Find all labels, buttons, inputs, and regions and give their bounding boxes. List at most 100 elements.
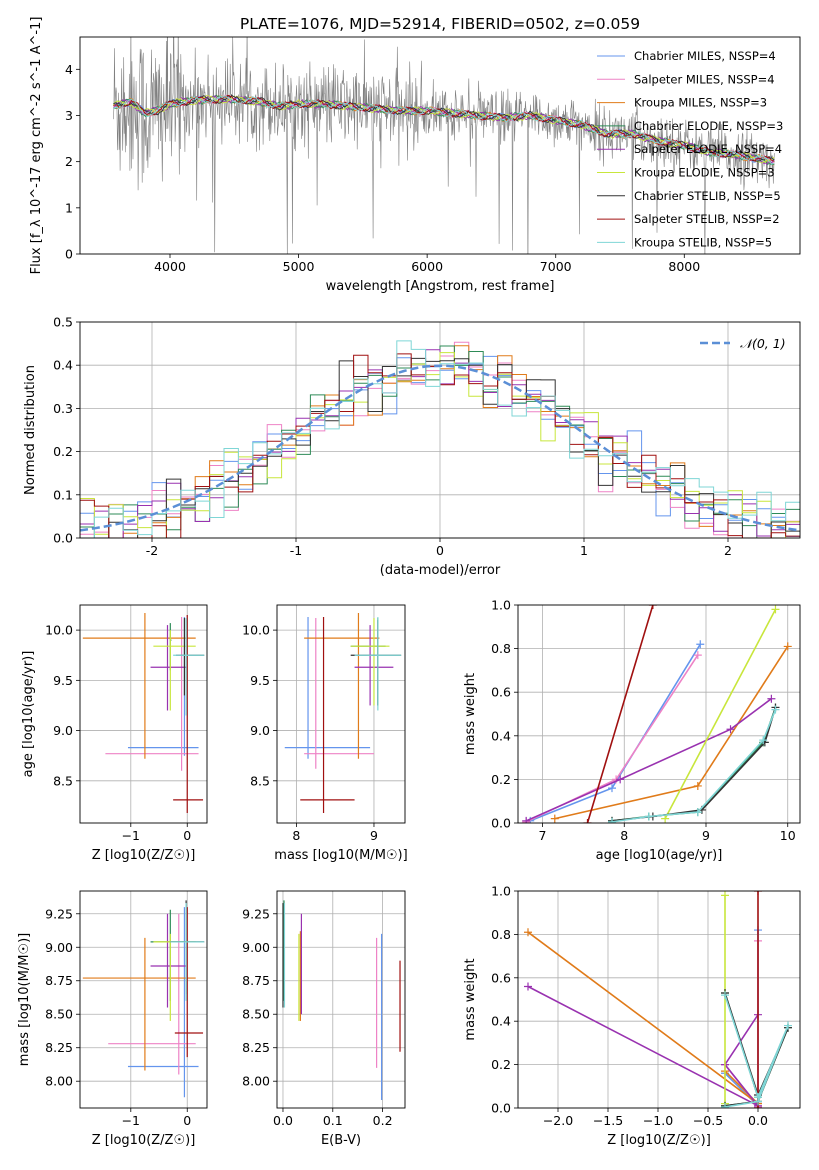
axes-frame — [79, 36, 801, 255]
y-tick-label: 9.0 — [250, 723, 270, 738]
plot-area — [284, 613, 402, 813]
age-vs-metallicity-axes: −1 0 8.5 9.0 9.5 10.0 Z [log10(Z/Z☉)] age [log1… — [21, 604, 208, 863]
x-tick-label: 4000 — [154, 259, 186, 274]
x-tick-label: 6000 — [411, 259, 443, 274]
massweight-marker-0 — [608, 784, 616, 793]
observed-spectrum-line — [113, 37, 775, 254]
y-tick-label: 0.6 — [491, 970, 511, 985]
x-tick-label: 0 — [183, 828, 191, 843]
legend-label: Kroupa STELIB, NSSP=5 — [634, 235, 772, 249]
massweight-marker-5 — [721, 891, 729, 900]
y-axis-label: mass [log10(M/M☉)] — [17, 933, 32, 1066]
y-tick-label: 0.0 — [491, 816, 511, 831]
massweight-marker-7 — [583, 819, 592, 823]
x-tick-label: 8 — [620, 828, 628, 843]
plot-area — [112, 37, 775, 254]
x-axis-label: (data-model)/error — [380, 563, 501, 578]
model-fit-line-4 — [113, 94, 775, 165]
normal-reference-curve — [80, 364, 800, 532]
y-axis-label: mass weight — [463, 673, 478, 755]
x-tick-label: 5000 — [283, 259, 315, 274]
x-tick-label: −1.0 — [643, 1113, 673, 1128]
massweight-line-1 — [525, 654, 699, 823]
y-tick-label: 8.25 — [242, 1040, 270, 1055]
model-fit-line-5 — [112, 95, 775, 164]
massweight-marker-8 — [693, 808, 702, 817]
plot-area — [522, 605, 792, 823]
massweight-vs-age-axes: 7 8 9 10 0.0 0.2 0.4 0.6 0.8 1.0 age [log10(age/yr… — [463, 598, 801, 863]
y-tick-label: 1.0 — [491, 598, 511, 613]
y-tick-label: 0.5 — [53, 315, 73, 330]
massweight-marker-2 — [524, 928, 532, 937]
y-tick-label: 9.5 — [53, 673, 73, 688]
model-fit-line-8 — [113, 95, 775, 166]
axes-frame — [79, 321, 801, 539]
legend-label: Salpeter STELIB, NSSP=2 — [634, 212, 780, 226]
x-axis-label: wavelength [Angstrom, rest frame] — [326, 279, 555, 294]
age-vs-mass-axes: 8 9 8.5 9.0 9.5 10.0 mass [log10(M/M☉)] — [242, 604, 408, 863]
x-tick-label: 2 — [724, 543, 732, 558]
histogram-series-2 — [80, 345, 800, 538]
y-tick-label: 0.4 — [491, 728, 511, 743]
massweight-marker-5 — [661, 814, 670, 823]
legend-label: Chabrier ELODIE, NSSP=3 — [634, 119, 783, 133]
y-axis-label: Flux [f_λ 10^-17 erg cm^-2 s^-1 A^-1] — [29, 17, 44, 275]
y-tick-label: 1.0 — [491, 884, 511, 899]
residuals-axes: -2 -1 0 1 2 0.0 0.1 0.2 0.3 0.4 0.5 (data-model)/er… — [23, 315, 801, 578]
y-tick-label: 0.4 — [491, 1014, 511, 1029]
massweight-marker-2 — [550, 814, 559, 823]
y-tick-label: 8.00 — [242, 1074, 270, 1089]
x-tick-label: −1.5 — [593, 1113, 623, 1128]
y-tick-label: 9.5 — [250, 673, 270, 688]
y-tick-label: 8.50 — [242, 1007, 270, 1022]
x-tick-label: 9 — [702, 828, 710, 843]
y-tick-label: 0.2 — [53, 444, 73, 459]
massweight-marker-4 — [767, 694, 776, 703]
x-axis-label: E(B-V) — [321, 1133, 361, 1148]
x-tick-label: -2 — [146, 543, 158, 558]
x-tick-label: 0 — [183, 1113, 191, 1128]
axes-frame — [276, 604, 406, 824]
y-axis-label: Normed distribution — [23, 365, 38, 495]
axes-frame — [276, 890, 406, 1109]
x-tick-label: 7000 — [540, 259, 572, 274]
massweight-line-4 — [527, 985, 759, 1107]
x-tick-label: 0.1 — [323, 1113, 343, 1128]
mass-vs-metallicity-axes: −1 0 8.00 8.25 8.50 8.75 9.00 9.25 Z [log10(Z/Z☉… — [17, 890, 208, 1148]
massweight-marker-7 — [648, 605, 657, 609]
y-tick-label: 8.50 — [45, 1007, 73, 1022]
massweight-line-5 — [664, 609, 777, 819]
x-axis-label: Z [log10(Z/Z☉)] — [92, 848, 196, 863]
y-tick-label: 0.1 — [53, 487, 73, 502]
massweight-marker-8 — [608, 817, 616, 823]
massweight-marker-4 — [726, 725, 735, 734]
legend-label: 𝒩(0, 1) — [740, 336, 786, 351]
x-tick-label: 0.0 — [748, 1113, 768, 1128]
massweight-marker-2 — [693, 781, 702, 790]
y-tick-label: 9.00 — [242, 940, 270, 955]
massweight-marker-1 — [693, 651, 702, 660]
y-tick-label: 10.0 — [45, 623, 73, 638]
x-tick-label: 1 — [580, 543, 588, 558]
mass-vs-ebv-axes: 0.0 0.1 0.2 8.00 8.25 8.50 8.75 9.00 9.25 E(B-V) — [242, 890, 406, 1148]
massweight-marker-8 — [721, 1102, 729, 1108]
y-axis-label: mass weight — [463, 958, 478, 1040]
massweight-marker-4 — [524, 982, 532, 991]
y-tick-label: 9.25 — [45, 906, 73, 921]
legend-label: Kroupa ELODIE, NSSP=3 — [634, 166, 775, 180]
x-tick-label: 8000 — [668, 259, 700, 274]
x-tick-label: -1 — [290, 543, 302, 558]
x-tick-label: −2.0 — [543, 1113, 573, 1128]
plot-area — [82, 900, 205, 1098]
x-tick-label: −0.5 — [693, 1113, 723, 1128]
legend-label: Salpeter ELODIE, NSSP=4 — [634, 142, 782, 156]
x-tick-label: 0.0 — [273, 1113, 293, 1128]
y-tick-label: 3 — [65, 108, 73, 123]
y-tick-label: 0.0 — [491, 1101, 511, 1116]
axes-frame — [517, 604, 801, 824]
x-axis-label: Z [log10(Z/Z☉)] — [92, 1133, 196, 1148]
massweight-marker-8 — [771, 705, 780, 714]
plot-area — [282, 900, 401, 1100]
x-axis-label: Z [log10(Z/Z☉)] — [607, 1133, 711, 1148]
